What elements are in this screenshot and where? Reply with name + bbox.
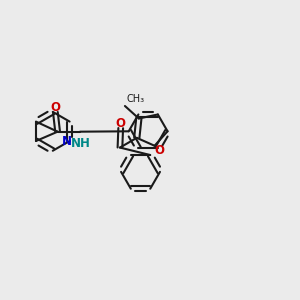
Text: N: N [62,134,72,148]
Text: NH: NH [71,137,91,150]
Text: O: O [154,144,164,157]
Text: O: O [116,117,126,130]
Text: O: O [50,101,60,114]
Text: CH₃: CH₃ [126,94,145,104]
